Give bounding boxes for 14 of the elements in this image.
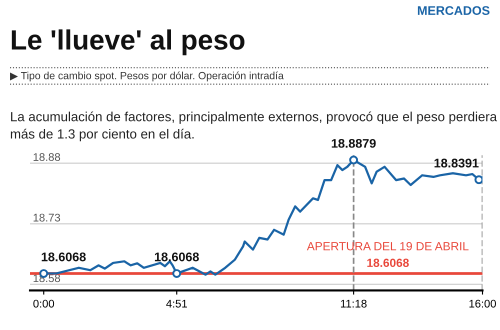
y-tick-label: 18.73 — [34, 214, 60, 222]
annotation: 18.6068 — [42, 252, 86, 262]
x-tick-label: 11:18 — [340, 300, 367, 308]
x-tick-label: 0:00 — [33, 300, 54, 308]
annotation: 18.8391 — [434, 158, 479, 168]
annotation: 18.6068 — [154, 252, 199, 262]
annotation: 18.8879 — [332, 138, 376, 148]
ref-line-label: APERTURA DEL 19 DE ABRIL 18.6068 — [306, 242, 469, 268]
text: MERCADOS — [418, 6, 490, 15]
x-tick-label: 4:51 — [166, 300, 187, 308]
chart-subtitle: ▶ Tipo de cambio spot. Pesos por dólar. Operación intradía — [10, 72, 284, 82]
y-tick-label: 18.88 — [34, 153, 60, 161]
x-tick-label: 16:00 — [469, 300, 496, 308]
chart-title: Le 'llueve' al peso — [12, 29, 244, 56]
